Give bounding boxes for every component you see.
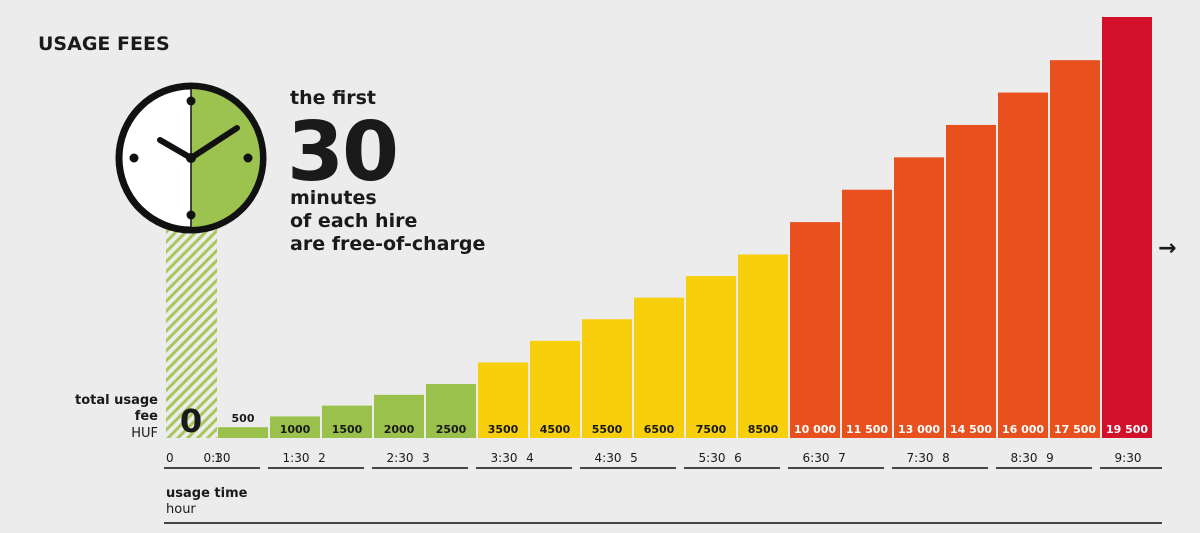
bar-8 bbox=[582, 319, 632, 438]
chart-title: USAGE FEES bbox=[38, 33, 170, 55]
bar-9 bbox=[634, 297, 684, 438]
bar-label-15: 14 500 bbox=[950, 423, 992, 436]
bar-label-18: 19 500 bbox=[1106, 423, 1148, 436]
x-tick-1: 0:30 bbox=[204, 451, 231, 465]
headline-line3: of each hire bbox=[290, 210, 417, 232]
bar-label-13: 11 500 bbox=[846, 423, 888, 436]
bar-12 bbox=[790, 222, 840, 438]
bar-label-3: 1500 bbox=[332, 423, 363, 436]
fee-label-unit: HUF bbox=[131, 426, 158, 441]
bar-label-6: 3500 bbox=[488, 423, 519, 436]
x-tick-10: 5 bbox=[630, 451, 638, 465]
fee-label-line2: fee bbox=[135, 409, 158, 424]
x-tick-18: 9 bbox=[1046, 451, 1054, 465]
x-tick-12: 6 bbox=[734, 451, 742, 465]
time-label-unit: hour bbox=[166, 502, 196, 517]
x-tick-6: 3 bbox=[422, 451, 430, 465]
x-tick-7: 3:30 bbox=[491, 451, 518, 465]
bar-label-8: 5500 bbox=[592, 423, 623, 436]
clock-icon bbox=[115, 82, 267, 234]
bar-label-11: 8500 bbox=[748, 423, 779, 436]
x-tick-9: 4:30 bbox=[595, 451, 622, 465]
arrow-right-icon: → bbox=[1158, 236, 1176, 261]
x-tick-0: 0 bbox=[166, 451, 174, 465]
headline-line1: the first bbox=[290, 87, 376, 109]
bar-15 bbox=[946, 124, 996, 438]
bar-16 bbox=[998, 92, 1048, 439]
bar-14 bbox=[894, 157, 944, 439]
bar-13 bbox=[842, 189, 892, 438]
bar-3 bbox=[322, 405, 372, 438]
bar-label-2: 1000 bbox=[280, 423, 311, 436]
bar-6 bbox=[478, 362, 528, 438]
bar-label-7: 4500 bbox=[540, 423, 571, 436]
bar-7 bbox=[530, 340, 580, 438]
x-tick-17: 8:30 bbox=[1011, 451, 1038, 465]
x-tick-19: 9:30 bbox=[1115, 451, 1142, 465]
bar-label-17: 17 500 bbox=[1054, 423, 1096, 436]
headline-line2: minutes bbox=[290, 187, 377, 209]
fee-label-line1: total usage bbox=[75, 393, 158, 408]
bar-18 bbox=[1102, 17, 1152, 438]
x-tick-13: 6:30 bbox=[803, 451, 830, 465]
x-tick-4: 2 bbox=[318, 451, 326, 465]
headline-big: 30 bbox=[287, 105, 397, 200]
bar-label-0: 0 bbox=[180, 402, 202, 440]
x-tick-15: 7:30 bbox=[907, 451, 934, 465]
bar-4 bbox=[374, 394, 424, 438]
bars-group: 0 500 1000 1500 2000 2500 3500 4500 5500 6500 7500… bbox=[180, 17, 1152, 440]
bar-label-10: 7500 bbox=[696, 423, 727, 436]
bar-1 bbox=[218, 427, 268, 438]
bar-label-1: 500 bbox=[232, 412, 255, 425]
x-tick-5: 2:30 bbox=[387, 451, 414, 465]
bar-label-12: 10 000 bbox=[794, 423, 836, 436]
bar-label-14: 13 000 bbox=[898, 423, 940, 436]
time-label-line1: usage time bbox=[166, 486, 248, 501]
bar-17 bbox=[1050, 60, 1100, 439]
bar-label-4: 2000 bbox=[384, 423, 415, 436]
x-tick-16: 8 bbox=[942, 451, 950, 465]
bar-10 bbox=[686, 276, 736, 438]
x-tick-11: 5:30 bbox=[699, 451, 726, 465]
bar-label-5: 2500 bbox=[436, 423, 467, 436]
headline-line4: are free-of-charge bbox=[290, 233, 485, 255]
x-ticks-group: 0 0:301 1:30 2 2:30 3 3:30 4 4:30 5 5:30 6 6:30 7 7:30… bbox=[166, 451, 1141, 465]
x-tick-8: 4 bbox=[526, 451, 534, 465]
x-tick-3: 1:30 bbox=[283, 451, 310, 465]
bar-label-9: 6500 bbox=[644, 423, 675, 436]
free-period-bar bbox=[166, 228, 217, 438]
bar-label-16: 16 000 bbox=[1002, 423, 1044, 436]
x-tick-2: 1 bbox=[214, 451, 222, 465]
bar-2 bbox=[270, 416, 320, 438]
bar-11 bbox=[738, 254, 788, 438]
x-tick-14: 7 bbox=[838, 451, 846, 465]
bar-5 bbox=[426, 384, 476, 438]
